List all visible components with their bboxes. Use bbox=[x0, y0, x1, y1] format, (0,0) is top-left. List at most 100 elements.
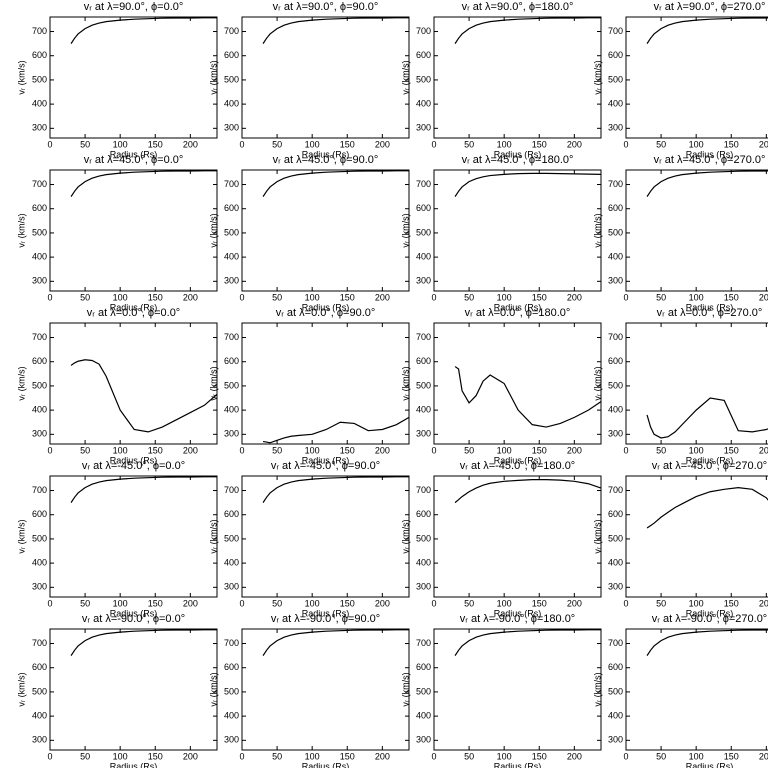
x-tick-label: 150 bbox=[148, 139, 163, 149]
x-tick-label: 100 bbox=[689, 139, 704, 149]
y-tick-label: 300 bbox=[32, 429, 47, 439]
x-tick-label: 50 bbox=[656, 751, 666, 761]
panel: vᵣ at λ=90.0°, ϕ=180.0° 0 50 100 150 200 300 40… bbox=[400, 1, 602, 159]
y-tick-label: 600 bbox=[224, 662, 239, 672]
y-tick-label: 500 bbox=[224, 686, 239, 696]
x-tick-label: 50 bbox=[464, 751, 474, 761]
panel: vᵣ at λ=-45.0°, ϕ=180.0° 0 50 100 150 200 300 4… bbox=[400, 460, 602, 618]
x-tick-label: 50 bbox=[656, 445, 666, 455]
y-tick-label: 700 bbox=[224, 638, 239, 648]
y-tick-label: 500 bbox=[224, 533, 239, 543]
panel: vᵣ at λ=-90.0°, ϕ=180.0° 0 50 100 150 200 300 4… bbox=[400, 613, 602, 768]
y-tick-label: 700 bbox=[416, 332, 431, 342]
x-tick-label: 150 bbox=[340, 598, 355, 608]
plot-frame bbox=[49, 628, 218, 751]
y-tick-label: 300 bbox=[416, 123, 431, 133]
x-tick-label: 0 bbox=[431, 751, 436, 761]
y-tick-label: 700 bbox=[608, 26, 623, 36]
x-tick-label: 50 bbox=[272, 751, 282, 761]
panel: vᵣ at λ=-45.0°, ϕ=270.0° 0 50 100 150 200 300 4… bbox=[592, 460, 768, 618]
data-line bbox=[70, 170, 217, 197]
x-tick-label: 50 bbox=[80, 445, 90, 455]
x-axis-label: Radius (Rs) bbox=[494, 761, 542, 768]
y-tick-label: 300 bbox=[32, 276, 47, 286]
y-tick-label: 400 bbox=[224, 710, 239, 720]
panel-title: vᵣ at λ=90.0°, ϕ=180.0° bbox=[462, 1, 574, 13]
x-tick-label: 200 bbox=[567, 139, 582, 149]
panel: vᵣ at λ=0.0°, ϕ=270.0° 0 50 100 150 200 300 400… bbox=[592, 307, 768, 465]
y-axis-label: vᵣ (km/s) bbox=[208, 672, 218, 706]
x-tick-label: 100 bbox=[113, 139, 128, 149]
panel-title: vᵣ at λ=0.0°, ϕ=270.0° bbox=[657, 307, 763, 319]
data-line bbox=[454, 479, 602, 504]
x-tick-label: 0 bbox=[623, 751, 628, 761]
y-tick-label: 300 bbox=[416, 735, 431, 745]
panel-title: vᵣ at λ=-45.0°, ϕ=90.0° bbox=[271, 460, 380, 472]
x-tick-label: 0 bbox=[47, 445, 52, 455]
y-tick-label: 600 bbox=[224, 509, 239, 519]
x-tick-label: 50 bbox=[656, 598, 666, 608]
plot-frame bbox=[241, 169, 410, 292]
x-axis-label: Radius (Rs) bbox=[110, 149, 158, 159]
panel-title: vᵣ at λ=0.0°, ϕ=0.0° bbox=[87, 307, 180, 319]
x-axis-label: Radius (Rs) bbox=[686, 761, 734, 768]
y-tick-label: 700 bbox=[608, 638, 623, 648]
x-tick-label: 0 bbox=[623, 445, 628, 455]
x-tick-label: 200 bbox=[567, 292, 582, 302]
y-axis-label: vᵣ (km/s) bbox=[592, 60, 602, 94]
y-axis-label: vᵣ (km/s) bbox=[592, 519, 602, 553]
panel: vᵣ at λ=45.0°, ϕ=0.0° 0 50 100 150 200 300 400 5… bbox=[16, 154, 218, 312]
panel: vᵣ at λ=-90.0°, ϕ=0.0° 0 50 100 150 200 300 400… bbox=[16, 613, 218, 768]
y-tick-label: 500 bbox=[416, 686, 431, 696]
panel-title: vᵣ at λ=45.0°, ϕ=180.0° bbox=[462, 154, 574, 166]
x-tick-label: 200 bbox=[759, 292, 768, 302]
x-tick-label: 200 bbox=[759, 139, 768, 149]
x-tick-label: 150 bbox=[148, 445, 163, 455]
plot-frame bbox=[241, 475, 410, 598]
y-tick-label: 500 bbox=[416, 380, 431, 390]
y-tick-label: 300 bbox=[416, 276, 431, 286]
y-tick-label: 400 bbox=[32, 404, 47, 414]
x-tick-label: 200 bbox=[567, 445, 582, 455]
x-axis-label: Radius (Rs) bbox=[302, 761, 350, 768]
panel: vᵣ at λ=0.0°, ϕ=90.0° 0 50 100 150 200 300 400 5… bbox=[208, 307, 410, 465]
y-tick-label: 600 bbox=[608, 509, 623, 519]
data-line bbox=[454, 629, 601, 656]
plot-frame bbox=[625, 16, 768, 139]
x-tick-label: 150 bbox=[724, 139, 739, 149]
y-tick-label: 500 bbox=[32, 74, 47, 84]
x-tick-label: 100 bbox=[497, 292, 512, 302]
y-tick-label: 400 bbox=[608, 98, 623, 108]
y-axis-label: vᵣ (km/s) bbox=[400, 60, 410, 94]
y-tick-label: 600 bbox=[416, 50, 431, 60]
x-tick-label: 200 bbox=[567, 598, 582, 608]
plot-frame bbox=[625, 169, 768, 292]
y-tick-label: 300 bbox=[224, 582, 239, 592]
x-tick-label: 150 bbox=[340, 292, 355, 302]
x-tick-label: 100 bbox=[113, 751, 128, 761]
y-axis-label: vᵣ (km/s) bbox=[208, 366, 218, 400]
y-tick-label: 700 bbox=[416, 26, 431, 36]
y-tick-label: 400 bbox=[32, 710, 47, 720]
plot-frame bbox=[433, 475, 602, 598]
y-tick-label: 500 bbox=[608, 533, 623, 543]
y-tick-label: 600 bbox=[32, 356, 47, 366]
data-line bbox=[646, 487, 768, 529]
y-axis-label: vᵣ (km/s) bbox=[592, 672, 602, 706]
x-tick-label: 50 bbox=[80, 292, 90, 302]
x-tick-label: 200 bbox=[375, 292, 390, 302]
y-tick-label: 500 bbox=[224, 380, 239, 390]
y-tick-label: 600 bbox=[608, 50, 623, 60]
x-tick-label: 200 bbox=[183, 445, 198, 455]
x-tick-label: 150 bbox=[148, 751, 163, 761]
y-tick-label: 600 bbox=[416, 356, 431, 366]
y-tick-label: 600 bbox=[608, 356, 623, 366]
panel: vᵣ at λ=-90.0°, ϕ=270.0° 0 50 100 150 200 300 4… bbox=[592, 613, 768, 768]
y-tick-label: 400 bbox=[32, 251, 47, 261]
x-axis-label: Radius (Rs) bbox=[302, 455, 350, 465]
y-tick-label: 600 bbox=[224, 50, 239, 60]
x-tick-label: 200 bbox=[759, 598, 768, 608]
plot-frame bbox=[241, 628, 410, 751]
plot-frame bbox=[433, 169, 602, 292]
